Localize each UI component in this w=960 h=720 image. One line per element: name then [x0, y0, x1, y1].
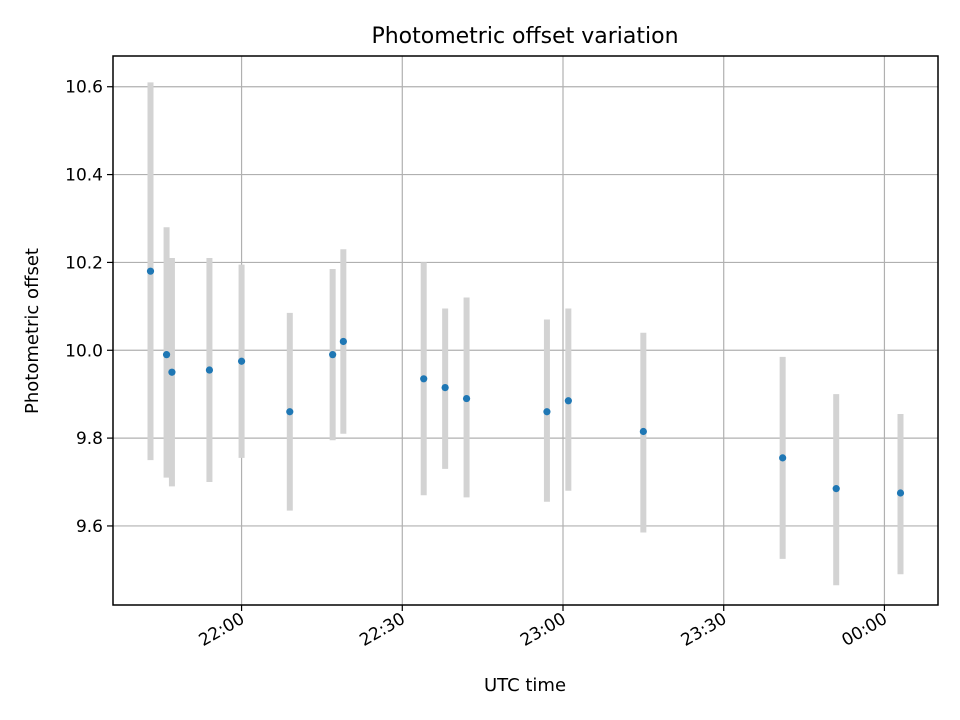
- y-tick-label: 10.4: [65, 166, 103, 186]
- x-tick-label: 22:30: [356, 609, 408, 651]
- plot-frame: [112, 55, 939, 606]
- data-point: [237, 357, 246, 365]
- data-point: [146, 267, 155, 275]
- data-point: [564, 397, 572, 405]
- data-point: [639, 427, 647, 436]
- grid-lines: [113, 56, 938, 605]
- data-point: [832, 485, 840, 493]
- x-tick-label: 23:00: [517, 609, 569, 651]
- y-tick-label: 10.6: [65, 78, 103, 98]
- y-tick-label: 9.6: [76, 517, 103, 537]
- x-tick-label: 23:30: [678, 609, 730, 651]
- x-tick-label: 22:00: [196, 609, 248, 651]
- data-point: [441, 383, 449, 392]
- data-point: [162, 351, 171, 359]
- x-axis-ticks: 22:00 22:30 23:00 23:30 00:00: [196, 605, 891, 651]
- data-point: [205, 366, 214, 374]
- y-tick-label: 9.8: [76, 429, 103, 449]
- y-axis-ticks: 9.6 9.8 10.0 10.2 10.4 10.6: [65, 78, 113, 537]
- data-points: [146, 267, 905, 497]
- data-point: [420, 375, 428, 383]
- data-point: [168, 368, 176, 376]
- chart-title: Photometric offset variation: [371, 24, 678, 49]
- data-point: [896, 489, 905, 497]
- y-tick-label: 10.2: [65, 253, 103, 273]
- data-point: [339, 337, 347, 346]
- data-point: [543, 408, 551, 416]
- y-axis-label: Photometric offset: [22, 248, 43, 414]
- x-axis-label: UTC time: [484, 675, 566, 696]
- x-tick-label: 00:00: [838, 609, 890, 651]
- data-point: [286, 408, 294, 416]
- error-bars: [147, 82, 904, 586]
- data-point: [462, 394, 471, 403]
- data-point: [779, 454, 787, 462]
- y-tick-label: 10.0: [65, 341, 103, 361]
- data-point: [329, 351, 337, 359]
